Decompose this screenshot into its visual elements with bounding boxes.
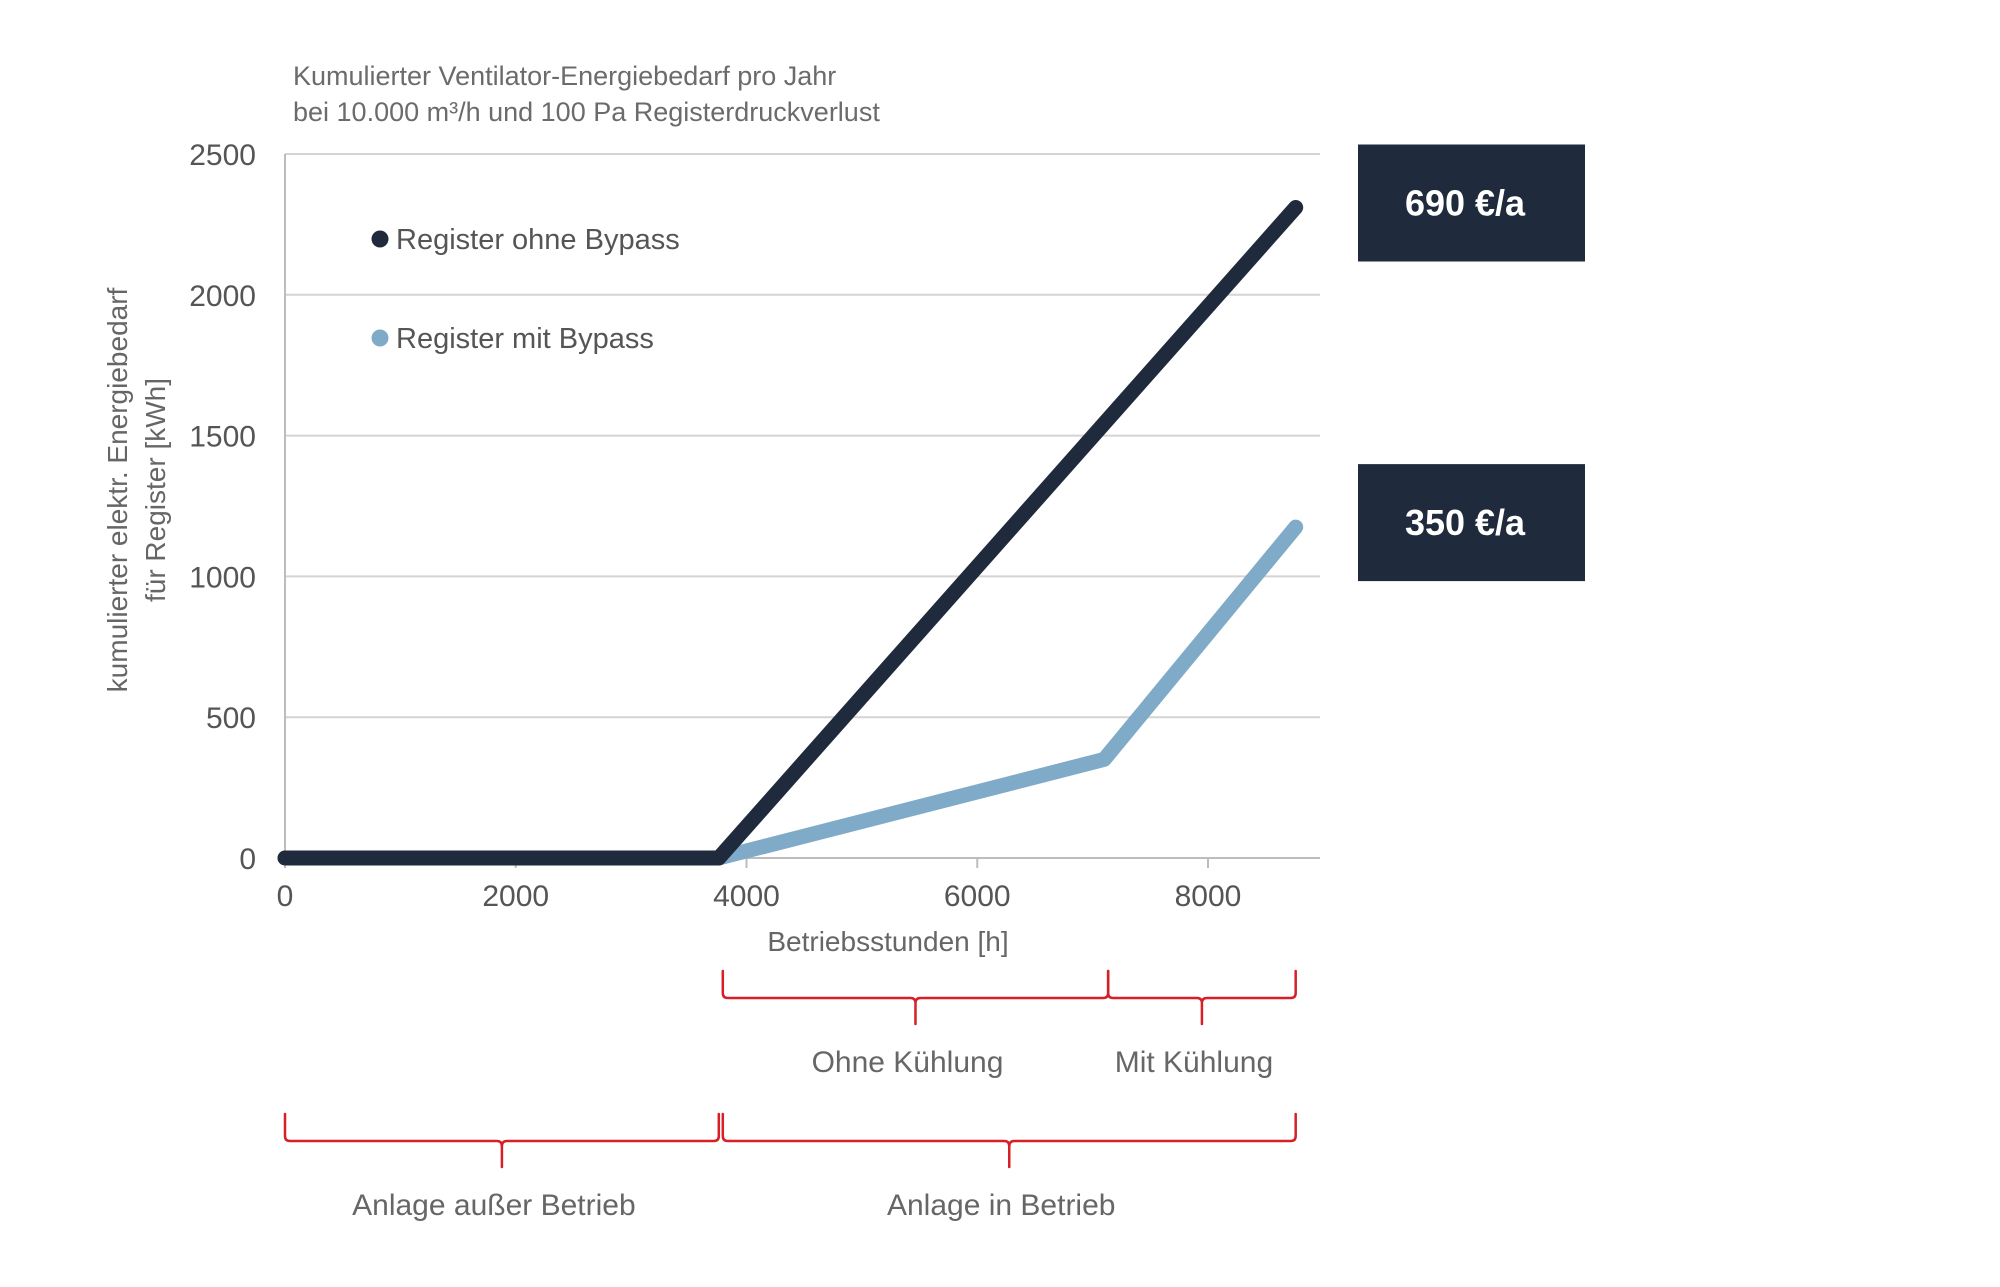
y-tick-1500: 1500	[189, 421, 256, 454]
cost-box-2	[1358, 464, 1585, 582]
x-tick-6000: 6000	[944, 880, 1011, 913]
y-tick-2000: 2000	[189, 280, 256, 313]
y-tick-0: 0	[239, 843, 256, 876]
series-line-register-ohne-bypass	[277, 200, 1304, 866]
chart-title: Kumulierter Ventilator-Energiebedarf pro…	[293, 61, 880, 127]
brace-4	[721, 1112, 1297, 1169]
cost-label-2: 350 €/a	[1405, 502, 1526, 543]
brace-label-2: Mit Kühlung	[1115, 1046, 1273, 1079]
y-tick-labels: 0 500 1000 1500 2000 2500	[189, 139, 256, 876]
y-axis-label: kumulierter elektr. Energiebedarf für Re…	[102, 287, 171, 692]
chart-title-line-1: Kumulierter Ventilator-Energiebedarf pro…	[293, 61, 836, 91]
legend: Register ohne Bypass Register mit Bypass	[371, 224, 680, 355]
y-axis-label-line-1: kumulierter elektr. Energiebedarf	[102, 287, 133, 692]
brace-label-3: Anlage außer Betrieb	[352, 1189, 636, 1222]
x-tick-labels: 0 2000 4000 6000 8000	[277, 880, 1242, 913]
brace-2	[1106, 969, 1297, 1026]
brace-3	[283, 1112, 721, 1169]
brace-label-4: Anlage in Betrieb	[887, 1189, 1116, 1222]
legend-marker-2	[371, 329, 389, 347]
series-lines	[277, 200, 1304, 866]
legend-marker-1	[371, 230, 389, 248]
cost-box-1	[1358, 144, 1585, 262]
y-axis-label-line-2: für Register [kWh]	[140, 378, 171, 602]
x-axis-label: Betriebsstunden [h]	[767, 926, 1008, 957]
legend-label-2: Register mit Bypass	[396, 323, 654, 355]
brace-1	[721, 969, 1110, 1026]
x-tick-2000: 2000	[482, 880, 549, 913]
brace-label-1: Ohne Kühlung	[812, 1046, 1004, 1079]
y-tick-500: 500	[206, 702, 256, 735]
legend-label-1: Register ohne Bypass	[396, 224, 680, 256]
cost-annotations: 690 €/a 350 €/a	[1358, 144, 1585, 582]
x-tick-0: 0	[277, 880, 294, 913]
chart-title-line-2: bei 10.000 m³/h und 100 Pa Registerdruck…	[293, 97, 880, 127]
y-tick-2500: 2500	[189, 139, 256, 172]
x-tick-4000: 4000	[713, 880, 780, 913]
phase-braces: Ohne Kühlung Mit Kühlung Anlage außer Betr…	[283, 969, 1297, 1222]
x-tick-8000: 8000	[1175, 880, 1242, 913]
cost-label-1: 690 €/a	[1405, 183, 1526, 224]
y-tick-1000: 1000	[189, 561, 256, 594]
